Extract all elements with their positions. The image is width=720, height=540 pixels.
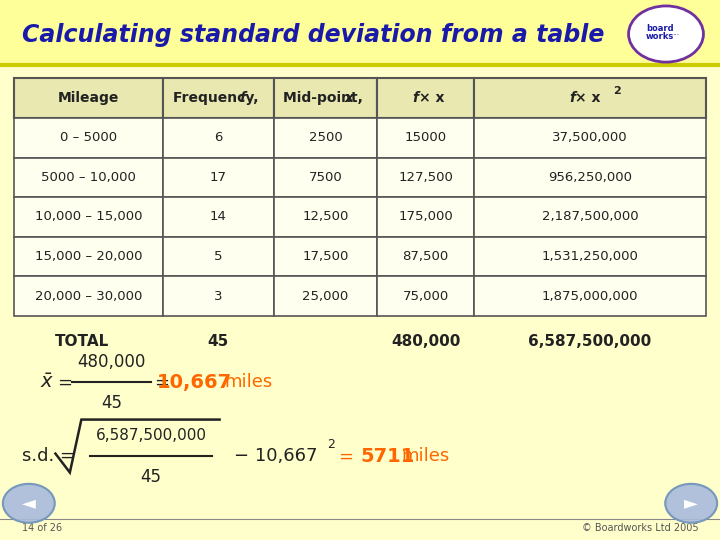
Text: 5: 5 xyxy=(214,250,222,263)
Text: 2500: 2500 xyxy=(309,131,342,144)
Text: =: = xyxy=(338,447,354,465)
FancyBboxPatch shape xyxy=(163,118,274,158)
FancyBboxPatch shape xyxy=(377,158,474,197)
FancyBboxPatch shape xyxy=(377,197,474,237)
Text: 2,187,500,000: 2,187,500,000 xyxy=(541,211,638,224)
FancyBboxPatch shape xyxy=(377,237,474,276)
Text: Frequency, ​: Frequency, ​ xyxy=(173,91,264,105)
Text: 0 – 5000: 0 – 5000 xyxy=(60,131,117,144)
Text: 15000: 15000 xyxy=(405,131,446,144)
Text: Calculating standard deviation from a table: Calculating standard deviation from a ta… xyxy=(22,23,604,47)
Text: =: = xyxy=(58,373,72,392)
Text: × x: × x xyxy=(575,91,600,105)
Text: works: works xyxy=(646,32,675,41)
Text: 2: 2 xyxy=(613,86,621,96)
FancyBboxPatch shape xyxy=(163,276,274,316)
Text: 480,000: 480,000 xyxy=(78,353,145,371)
FancyBboxPatch shape xyxy=(474,118,706,158)
FancyBboxPatch shape xyxy=(163,197,274,237)
Text: s.d. =: s.d. = xyxy=(22,447,76,465)
Text: 45: 45 xyxy=(140,468,162,486)
FancyBboxPatch shape xyxy=(274,197,377,237)
Text: × x: × x xyxy=(418,91,444,105)
Text: 12,500: 12,500 xyxy=(302,211,348,224)
FancyBboxPatch shape xyxy=(14,197,163,237)
Text: f: f xyxy=(412,91,418,105)
Text: 6: 6 xyxy=(214,131,222,144)
FancyBboxPatch shape xyxy=(377,276,474,316)
FancyBboxPatch shape xyxy=(474,78,706,118)
Text: 10,667: 10,667 xyxy=(157,373,232,392)
FancyBboxPatch shape xyxy=(163,158,274,197)
Text: 175,000: 175,000 xyxy=(398,211,453,224)
FancyBboxPatch shape xyxy=(163,237,274,276)
FancyBboxPatch shape xyxy=(14,158,163,197)
Text: Mileage: Mileage xyxy=(58,91,120,105)
Text: x: x xyxy=(345,91,354,105)
Text: © Boardworks Ltd 2005: © Boardworks Ltd 2005 xyxy=(582,523,698,533)
FancyBboxPatch shape xyxy=(377,78,474,118)
Text: Mid-point, ​: Mid-point, ​ xyxy=(283,91,368,105)
Text: 17,500: 17,500 xyxy=(302,250,348,263)
Text: 480,000: 480,000 xyxy=(391,334,460,349)
FancyBboxPatch shape xyxy=(274,78,377,118)
Text: ...: ... xyxy=(672,28,679,37)
Circle shape xyxy=(3,484,55,523)
FancyBboxPatch shape xyxy=(14,237,163,276)
FancyBboxPatch shape xyxy=(474,197,706,237)
Text: 6,587,500,000: 6,587,500,000 xyxy=(528,334,652,349)
Text: 20,000 – 30,000: 20,000 – 30,000 xyxy=(35,289,143,302)
Text: 15,000 – 20,000: 15,000 – 20,000 xyxy=(35,250,143,263)
FancyBboxPatch shape xyxy=(14,276,163,316)
Text: TOTAL: TOTAL xyxy=(55,334,109,349)
FancyBboxPatch shape xyxy=(474,158,706,197)
Text: − 10,667: − 10,667 xyxy=(234,447,318,465)
FancyBboxPatch shape xyxy=(274,237,377,276)
FancyBboxPatch shape xyxy=(474,276,706,316)
FancyBboxPatch shape xyxy=(474,237,706,276)
Circle shape xyxy=(665,484,717,523)
Text: 7500: 7500 xyxy=(309,171,342,184)
Text: $\bar{x}$: $\bar{x}$ xyxy=(40,373,54,392)
Text: 75,000: 75,000 xyxy=(402,289,449,302)
Text: 37,500,000: 37,500,000 xyxy=(552,131,628,144)
FancyBboxPatch shape xyxy=(14,118,163,158)
Text: 45: 45 xyxy=(207,334,229,349)
Text: 17: 17 xyxy=(210,171,227,184)
Text: 6,587,500,000: 6,587,500,000 xyxy=(96,428,207,443)
Text: f: f xyxy=(239,91,245,105)
FancyBboxPatch shape xyxy=(274,276,377,316)
Text: ►: ► xyxy=(684,494,698,512)
Text: 1,531,250,000: 1,531,250,000 xyxy=(541,250,638,263)
FancyBboxPatch shape xyxy=(274,118,377,158)
Text: miles: miles xyxy=(224,373,273,392)
Text: 956,250,000: 956,250,000 xyxy=(548,171,632,184)
FancyBboxPatch shape xyxy=(14,78,163,118)
FancyBboxPatch shape xyxy=(0,0,720,65)
Text: board: board xyxy=(647,24,674,33)
Text: 127,500: 127,500 xyxy=(398,171,453,184)
Text: 87,500: 87,500 xyxy=(402,250,449,263)
Text: miles: miles xyxy=(402,447,450,465)
Text: 5000 – 10,000: 5000 – 10,000 xyxy=(41,171,136,184)
Text: 5711: 5711 xyxy=(360,447,415,466)
Text: 14: 14 xyxy=(210,211,227,224)
Text: 14 of 26: 14 of 26 xyxy=(22,523,62,533)
Text: 25,000: 25,000 xyxy=(302,289,348,302)
Text: 1,875,000,000: 1,875,000,000 xyxy=(541,289,638,302)
Text: 45: 45 xyxy=(101,394,122,412)
FancyBboxPatch shape xyxy=(163,78,274,118)
Text: f: f xyxy=(569,91,575,105)
Text: =: = xyxy=(155,373,169,392)
FancyBboxPatch shape xyxy=(377,118,474,158)
FancyBboxPatch shape xyxy=(274,158,377,197)
Circle shape xyxy=(629,6,703,62)
Text: 10,000 – 15,000: 10,000 – 15,000 xyxy=(35,211,143,224)
Text: 2: 2 xyxy=(328,438,336,451)
Text: ◄: ◄ xyxy=(22,494,36,512)
Text: 3: 3 xyxy=(214,289,222,302)
